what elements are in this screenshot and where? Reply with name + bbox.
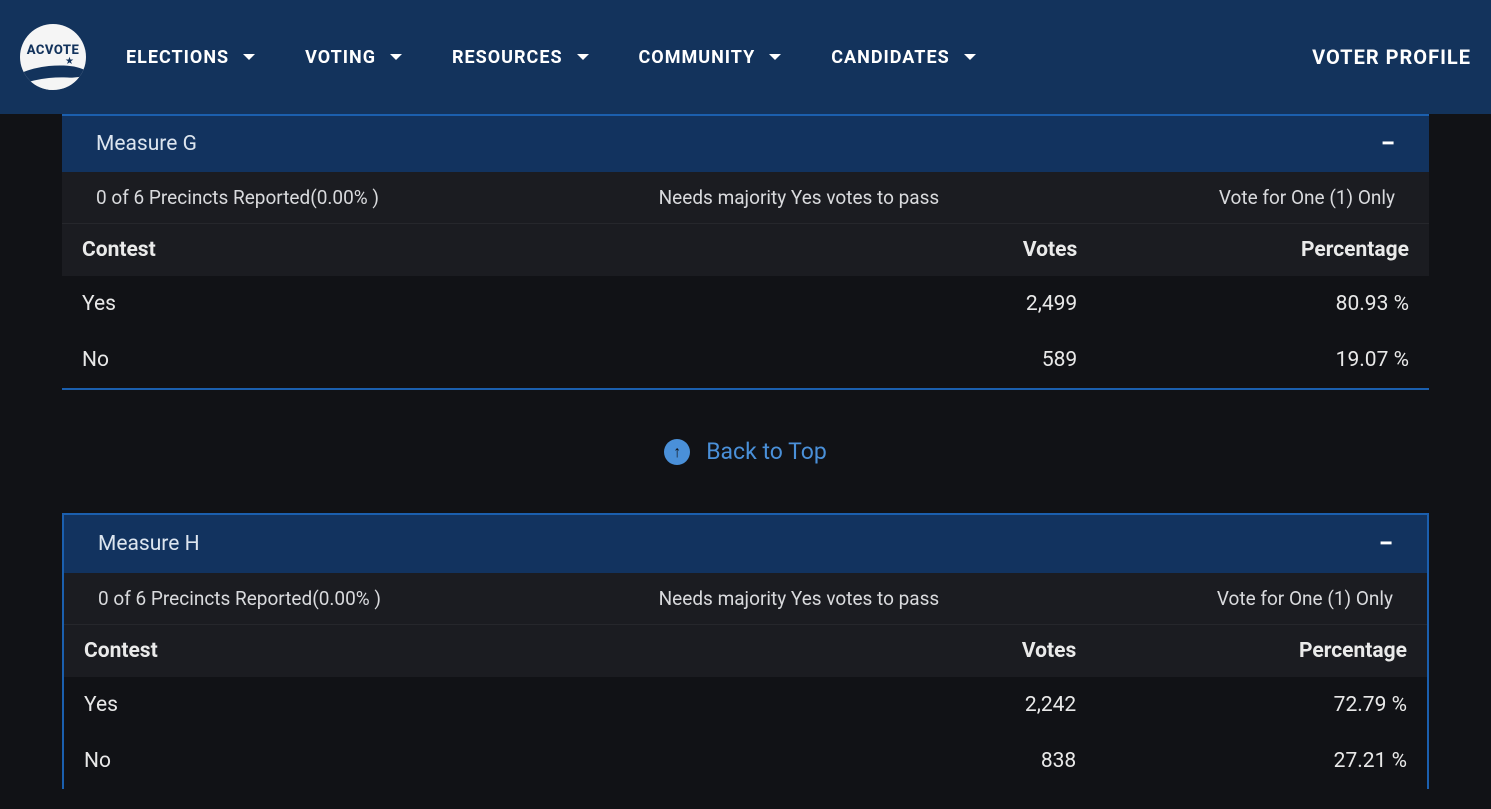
precincts-reported: 0 of 6 Precincts Reported(0.00% ) xyxy=(96,186,379,209)
option-label: No xyxy=(84,749,812,773)
chevron-down-icon xyxy=(243,54,255,60)
votes-value: 589 xyxy=(812,348,1077,372)
measure-block: Measure H − 0 of 6 Precincts Reported(0.… xyxy=(62,513,1429,789)
measure-title: Measure H xyxy=(98,532,200,556)
measure-header[interactable]: Measure G − xyxy=(62,114,1429,172)
back-to-top[interactable]: ↑ Back to Top xyxy=(0,390,1491,513)
pct-value: 19.07 % xyxy=(1077,348,1409,372)
votes-value: 2,499 xyxy=(812,292,1077,316)
vote-rule: Vote for One (1) Only xyxy=(1217,587,1393,610)
precincts-reported: 0 of 6 Precincts Reported(0.00% ) xyxy=(98,587,381,610)
votes-value: 2,242 xyxy=(812,693,1077,717)
navbar: ACVOTE ★ ELECTIONS VOTING RESOURCES COMM… xyxy=(0,0,1491,114)
minus-icon: − xyxy=(1379,531,1393,557)
content: Measure G − 0 of 6 Precincts Reported(0.… xyxy=(0,114,1491,809)
nav-item-candidates[interactable]: CANDIDATES xyxy=(831,47,975,68)
nav-label: CANDIDATES xyxy=(831,47,949,68)
chevron-down-icon xyxy=(390,54,402,60)
nav-items: ELECTIONS VOTING RESOURCES COMMUNITY CAN… xyxy=(126,47,976,68)
option-label: No xyxy=(82,348,812,372)
col-votes: Votes xyxy=(812,238,1077,262)
col-votes: Votes xyxy=(812,639,1077,663)
option-label: Yes xyxy=(84,693,812,717)
nav-item-elections[interactable]: ELECTIONS xyxy=(126,47,255,68)
measure-info-row: 0 of 6 Precincts Reported(0.00% ) Needs … xyxy=(62,172,1429,223)
star-icon: ★ xyxy=(65,56,74,67)
arrow-up-icon: ↑ xyxy=(664,439,690,465)
nav-item-resources[interactable]: RESOURCES xyxy=(452,47,589,68)
table-row: Yes 2,499 80.93 % xyxy=(62,276,1429,332)
measure-info-row: 0 of 6 Precincts Reported(0.00% ) Needs … xyxy=(64,573,1427,624)
chevron-down-icon xyxy=(964,54,976,60)
measure-block: Measure G − 0 of 6 Precincts Reported(0.… xyxy=(62,114,1429,390)
vote-rule: Vote for One (1) Only xyxy=(1219,186,1395,209)
nav-item-voting[interactable]: VOTING xyxy=(305,47,402,68)
table-header: Contest Votes Percentage xyxy=(64,624,1427,677)
chevron-down-icon xyxy=(769,54,781,60)
col-percentage: Percentage xyxy=(1077,238,1409,262)
chevron-down-icon xyxy=(577,54,589,60)
pct-value: 27.21 % xyxy=(1076,749,1407,773)
acvote-logo[interactable]: ACVOTE ★ xyxy=(20,24,86,90)
pass-rule: Needs majority Yes votes to pass xyxy=(659,186,940,209)
col-contest: Contest xyxy=(82,238,812,262)
table-header: Contest Votes Percentage xyxy=(62,223,1429,276)
pass-rule: Needs majority Yes votes to pass xyxy=(659,587,940,610)
table-row: No 838 27.21 % xyxy=(64,733,1427,789)
nav-label: VOTING xyxy=(305,47,376,68)
pct-value: 80.93 % xyxy=(1077,292,1409,316)
votes-value: 838 xyxy=(812,749,1077,773)
measure-header[interactable]: Measure H − xyxy=(64,515,1427,573)
measure-title: Measure G xyxy=(96,132,197,156)
nav-label: ELECTIONS xyxy=(126,47,229,68)
nav-item-community[interactable]: COMMUNITY xyxy=(639,47,782,68)
nav-label: COMMUNITY xyxy=(639,47,756,68)
col-contest: Contest xyxy=(84,639,812,663)
minus-icon: − xyxy=(1381,131,1395,157)
table-row: Yes 2,242 72.79 % xyxy=(64,677,1427,733)
option-label: Yes xyxy=(82,292,812,316)
col-percentage: Percentage xyxy=(1076,639,1407,663)
nav-voter-profile[interactable]: VOTER PROFILE xyxy=(1312,45,1471,69)
back-to-top-label: Back to Top xyxy=(706,438,827,465)
pct-value: 72.79 % xyxy=(1076,693,1407,717)
table-row: No 589 19.07 % xyxy=(62,332,1429,388)
nav-label: RESOURCES xyxy=(452,47,563,68)
